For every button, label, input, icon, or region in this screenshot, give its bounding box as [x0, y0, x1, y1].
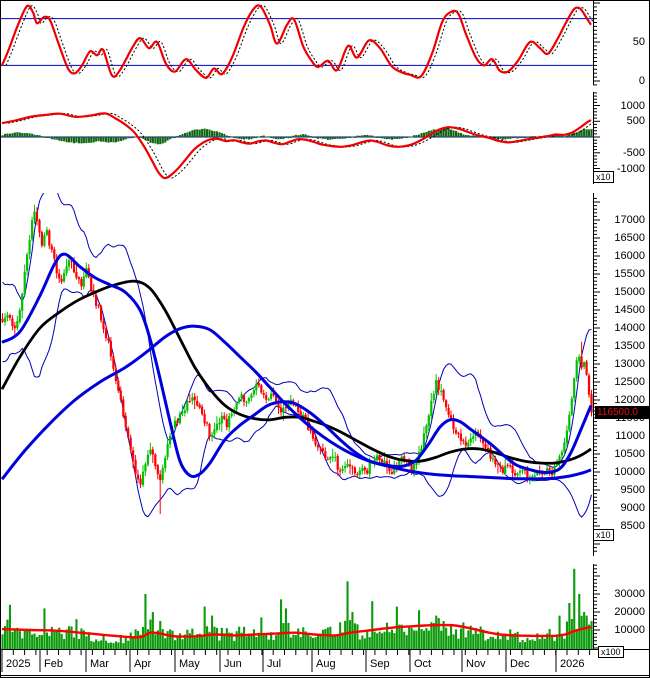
y-axis-label: 16000	[614, 250, 645, 262]
x-axis-label: Aug	[316, 658, 336, 670]
y-axis-label: 20000	[614, 606, 645, 618]
y-axis-label: 15000	[614, 286, 645, 298]
y-axis-label: 50	[632, 36, 645, 48]
y-axis-label: 0	[638, 75, 645, 87]
x-axis-label: Apr	[134, 658, 152, 670]
macd-scale-badge: x10	[593, 171, 614, 183]
x-axis-label: Feb	[44, 658, 63, 670]
x-axis-label: Jul	[267, 658, 282, 670]
y-axis-label: 30000	[614, 588, 645, 600]
y-axis-label: 14500	[614, 304, 645, 316]
y-axis-label: -1000	[616, 162, 645, 175]
x-axis-label: Mar	[90, 658, 109, 670]
y-axis-label: 12000	[614, 394, 645, 406]
y-axis-label: -500	[622, 146, 645, 159]
volume-scale-badge: x100	[598, 646, 624, 658]
x-axis-label: Jun	[224, 658, 242, 670]
x-axis-label: Nov	[466, 658, 486, 670]
x-axis-label: Oct	[414, 658, 432, 670]
y-axis-label: 10000	[614, 624, 645, 636]
x-axis-label: 2026	[560, 658, 585, 670]
y-axis-label: 1000	[620, 99, 645, 112]
x-axis-label: Dec	[510, 658, 530, 670]
y-axis-label: 16500	[614, 232, 645, 244]
x-axis-label: 2025	[6, 658, 31, 670]
y-axis-label: 8500	[620, 520, 645, 532]
y-axis-label: 9500	[620, 484, 645, 496]
y-axis-label: 11000	[615, 430, 645, 442]
y-axis-label: 13000	[614, 358, 645, 370]
last-price-label: 116500.0	[595, 406, 650, 419]
y-axis-label: 12500	[614, 376, 645, 388]
x-axis-label: May	[179, 658, 200, 670]
y-axis-label: 500	[626, 115, 645, 128]
y-axis-label: 15500	[614, 268, 645, 280]
y-axis-label: 14000	[614, 322, 645, 334]
x-axis-label: Sep	[370, 658, 390, 670]
y-axis-label: 17000	[614, 214, 645, 226]
y-axis-label: 13500	[614, 340, 645, 352]
y-axis-label: 10500	[614, 448, 645, 460]
y-axis-label: 9000	[620, 502, 645, 514]
price-scale-badge: x10	[593, 529, 614, 541]
y-axis-label: 10000	[614, 466, 645, 478]
